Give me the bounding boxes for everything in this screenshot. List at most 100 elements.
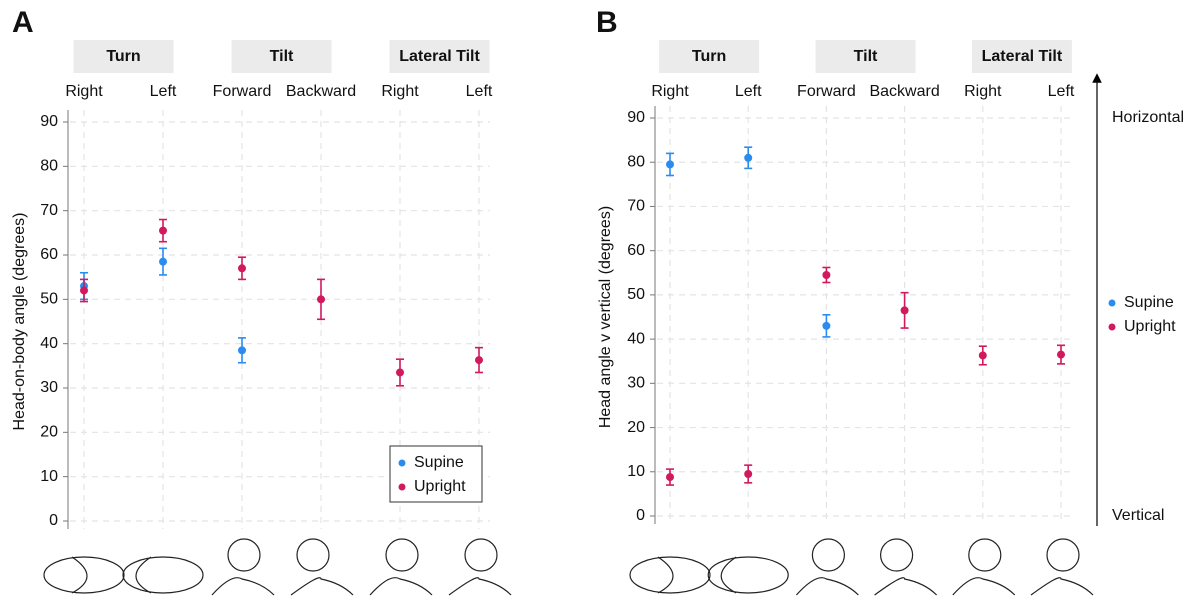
y-tick-label: 80 [627, 153, 645, 170]
point [666, 160, 674, 169]
point [822, 321, 831, 330]
category-label: Backward [869, 83, 939, 100]
group-header: Lateral Tilt [399, 48, 480, 65]
legend-marker [398, 459, 406, 467]
y-tick-label: 60 [627, 242, 645, 259]
point [475, 356, 483, 365]
y-tick-label: 70 [40, 202, 58, 219]
y-tick-label: 40 [40, 335, 58, 352]
legend-marker [398, 483, 406, 491]
group-header-box [73, 40, 174, 73]
legend-label: Supine [1124, 294, 1174, 311]
y-tick-label: 0 [49, 512, 58, 529]
point [822, 270, 831, 279]
head-icon [874, 577, 938, 596]
category-label: Left [735, 83, 762, 100]
head-icon [795, 577, 859, 596]
category-label: Backward [286, 83, 356, 100]
head-icon [290, 577, 354, 596]
point [396, 368, 404, 377]
head-icon [122, 556, 204, 594]
legend-label: Upright [414, 478, 466, 495]
group-header: Tilt [854, 48, 878, 65]
legend-label: Supine [414, 454, 464, 471]
head-icon [629, 556, 711, 594]
point [159, 226, 167, 235]
group-header-box [659, 40, 760, 73]
y-tick-label: 30 [627, 375, 645, 392]
y-tick-label: 70 [627, 198, 645, 215]
point [900, 306, 909, 315]
y-tick-label: 50 [627, 286, 645, 303]
head-icon [369, 577, 433, 596]
legend-marker [1108, 323, 1116, 331]
point [744, 469, 753, 478]
category-label: Left [150, 83, 177, 100]
annotation: Horizontal [1112, 109, 1184, 126]
point [666, 473, 674, 482]
legend-box [389, 445, 483, 503]
group-header: Turn [692, 48, 726, 65]
category-label: Left [1048, 83, 1075, 100]
legend-label: Upright [1124, 318, 1176, 335]
head-icon [811, 538, 846, 572]
head-icon [952, 577, 1016, 596]
point [159, 257, 167, 266]
point [978, 351, 987, 360]
y-tick-label: 50 [40, 291, 58, 308]
category-label: Forward [797, 83, 856, 100]
group-header-box [815, 40, 916, 73]
annotation: Vertical [1112, 507, 1164, 524]
group-header-box [389, 40, 490, 73]
point [238, 264, 246, 273]
category-label: Right [651, 83, 689, 100]
y-tick-label: 90 [40, 113, 58, 130]
category-label: Right [65, 83, 103, 100]
y-tick-label: 80 [40, 158, 58, 175]
head-icon [720, 556, 737, 594]
head-icon [43, 556, 125, 594]
head-icon [1046, 538, 1080, 572]
category-label: Right [381, 83, 419, 100]
point [80, 286, 88, 295]
y-axis-label: Head-on-body angle (degrees) [11, 213, 28, 431]
head-icon [968, 538, 1002, 572]
panel-label: A [12, 6, 34, 39]
head-icon [385, 538, 419, 572]
head-icon [879, 538, 914, 572]
y-tick-label: 20 [627, 419, 645, 436]
group-header-box [231, 40, 332, 73]
head-icon [1030, 577, 1094, 596]
y-axis-label: Head angle v vertical (degrees) [597, 206, 614, 428]
y-tick-label: 40 [627, 330, 645, 347]
y-tick-label: 10 [40, 468, 58, 485]
category-label: Right [964, 83, 1002, 100]
group-header: Tilt [270, 48, 294, 65]
head-icon [657, 556, 674, 594]
y-tick-label: 10 [627, 463, 645, 480]
group-header-box [971, 40, 1072, 73]
panel-label: B [596, 6, 618, 39]
point [238, 346, 246, 355]
category-label: Forward [213, 83, 272, 100]
group-header: Lateral Tilt [982, 48, 1063, 65]
y-tick-label: 30 [40, 379, 58, 396]
point [317, 295, 325, 304]
y-tick-label: 60 [40, 246, 58, 263]
category-label: Left [466, 83, 493, 100]
head-icon [211, 577, 275, 596]
head-icon [464, 538, 498, 572]
y-tick-label: 20 [40, 424, 58, 441]
point [744, 153, 753, 162]
legend-marker [1108, 299, 1116, 307]
head-icon [71, 556, 88, 594]
y-tick-label: 0 [636, 507, 645, 524]
head-icon [448, 577, 512, 596]
point [1057, 350, 1065, 359]
head-icon [227, 538, 261, 572]
y-tick-label: 90 [627, 109, 645, 126]
group-header: Turn [106, 48, 140, 65]
head-icon [296, 538, 330, 572]
head-icon [135, 556, 152, 594]
